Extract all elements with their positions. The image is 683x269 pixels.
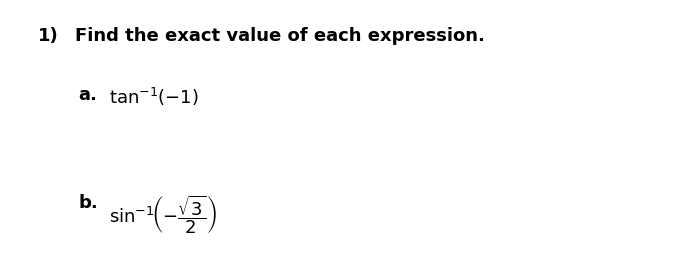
Text: $\mathrm{sin}^{-1}\!\left(-\dfrac{\sqrt{3}}{2}\right)$: $\mathrm{sin}^{-1}\!\left(-\dfrac{\sqrt{…	[109, 194, 217, 236]
Text: $\mathrm{tan}^{-1}(-1)$: $\mathrm{tan}^{-1}(-1)$	[109, 86, 199, 108]
Text: b.: b.	[79, 194, 98, 212]
Text: a.: a.	[79, 86, 98, 104]
Text: Find the exact value of each expression.: Find the exact value of each expression.	[75, 27, 485, 45]
Text: 1): 1)	[38, 27, 58, 45]
